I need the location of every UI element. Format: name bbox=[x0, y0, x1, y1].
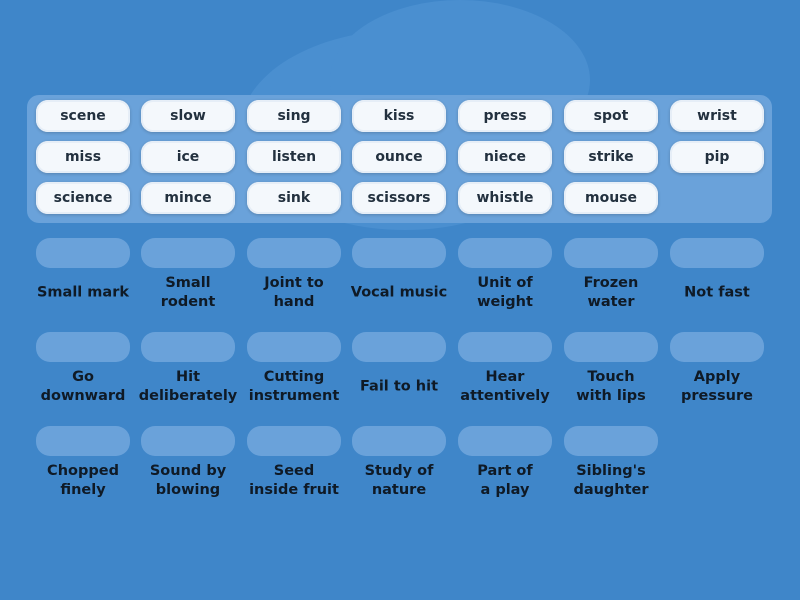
drop-slot[interactable] bbox=[352, 426, 446, 456]
word-tile[interactable]: strike bbox=[564, 141, 658, 173]
word-tile[interactable]: mince bbox=[141, 182, 235, 214]
clue-label: Unit of weight bbox=[477, 275, 533, 310]
drop-slot[interactable] bbox=[564, 426, 658, 456]
clue-label: Cutting instrument bbox=[248, 369, 340, 404]
clue-label: Small mark bbox=[36, 284, 129, 301]
word-tile[interactable]: ounce bbox=[352, 141, 446, 173]
word-tile[interactable]: ice bbox=[141, 141, 235, 173]
drop-slot[interactable] bbox=[247, 238, 341, 268]
clue-label: Go downward bbox=[40, 369, 126, 404]
drop-slot[interactable] bbox=[36, 238, 130, 268]
clue-label: Frozen water bbox=[583, 275, 639, 310]
word-tile[interactable]: miss bbox=[36, 141, 130, 173]
word-tile[interactable]: sink bbox=[247, 182, 341, 214]
drop-slot[interactable] bbox=[564, 332, 658, 362]
word-tile[interactable]: spot bbox=[564, 100, 658, 132]
clue-label: Hear attentively bbox=[460, 369, 550, 404]
clue-label: Sound by blowing bbox=[149, 463, 227, 498]
word-tile[interactable]: pip bbox=[670, 141, 764, 173]
word-tile[interactable]: scene bbox=[36, 100, 130, 132]
drop-slot[interactable] bbox=[458, 332, 552, 362]
clue-label: Not fast bbox=[684, 284, 750, 301]
drop-slot[interactable] bbox=[36, 426, 130, 456]
drop-slot[interactable] bbox=[247, 332, 341, 362]
drop-slot[interactable] bbox=[564, 238, 658, 268]
drop-slot[interactable] bbox=[141, 238, 235, 268]
word-tile[interactable]: press bbox=[458, 100, 552, 132]
word-tile[interactable]: mouse bbox=[564, 182, 658, 214]
drop-slot[interactable] bbox=[247, 426, 341, 456]
word-tile[interactable]: science bbox=[36, 182, 130, 214]
word-tile[interactable]: niece bbox=[458, 141, 552, 173]
clue-label: Apply pressure bbox=[681, 369, 753, 404]
clue-label: Touch with lips bbox=[576, 369, 646, 404]
clue-label: Study of nature bbox=[364, 463, 434, 498]
clue-label: Sibling's daughter bbox=[573, 463, 649, 498]
drop-slot[interactable] bbox=[458, 426, 552, 456]
word-tile[interactable]: wrist bbox=[670, 100, 764, 132]
drop-slot[interactable] bbox=[352, 332, 446, 362]
word-tile[interactable]: whistle bbox=[458, 182, 552, 214]
clue-label: Fail to hit bbox=[360, 378, 438, 395]
drop-slot[interactable] bbox=[352, 238, 446, 268]
word-tile[interactable]: kiss bbox=[352, 100, 446, 132]
clue-label: Vocal music bbox=[350, 284, 448, 301]
word-tile[interactable]: listen bbox=[247, 141, 341, 173]
drop-slot[interactable] bbox=[458, 238, 552, 268]
word-tile[interactable]: scissors bbox=[352, 182, 446, 214]
clue-label: Chopped finely bbox=[47, 463, 119, 498]
clue-label: Joint to hand bbox=[264, 275, 324, 310]
drop-slot[interactable] bbox=[36, 332, 130, 362]
word-tile[interactable]: sing bbox=[247, 100, 341, 132]
clue-label: Small rodent bbox=[160, 275, 216, 310]
clue-label: Seed inside fruit bbox=[249, 463, 339, 498]
clue-label: Hit deliberately bbox=[138, 369, 238, 404]
clue-label: Part of a play bbox=[477, 463, 533, 498]
word-tile[interactable]: slow bbox=[141, 100, 235, 132]
drop-slot[interactable] bbox=[670, 332, 764, 362]
drop-slot[interactable] bbox=[141, 426, 235, 456]
drop-slot[interactable] bbox=[141, 332, 235, 362]
drop-slot[interactable] bbox=[670, 238, 764, 268]
